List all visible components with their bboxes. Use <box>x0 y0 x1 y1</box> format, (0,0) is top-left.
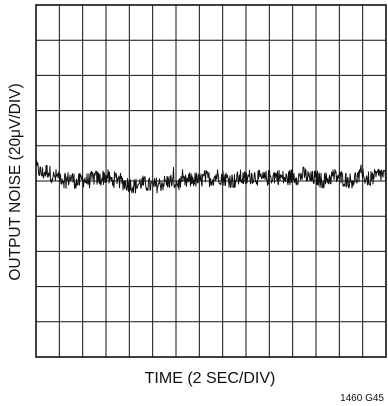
figure-code-label: 1460 G45 <box>340 393 384 404</box>
plot-frame <box>35 4 387 358</box>
x-axis-label: TIME (2 SEC/DIV) <box>145 370 276 387</box>
noise-trace-group <box>35 159 387 194</box>
y-axis-label: OUTPUT NOISE (20μV/DIV) <box>7 83 24 280</box>
noise-trace-line <box>35 159 387 194</box>
plot-grid <box>36 5 386 357</box>
